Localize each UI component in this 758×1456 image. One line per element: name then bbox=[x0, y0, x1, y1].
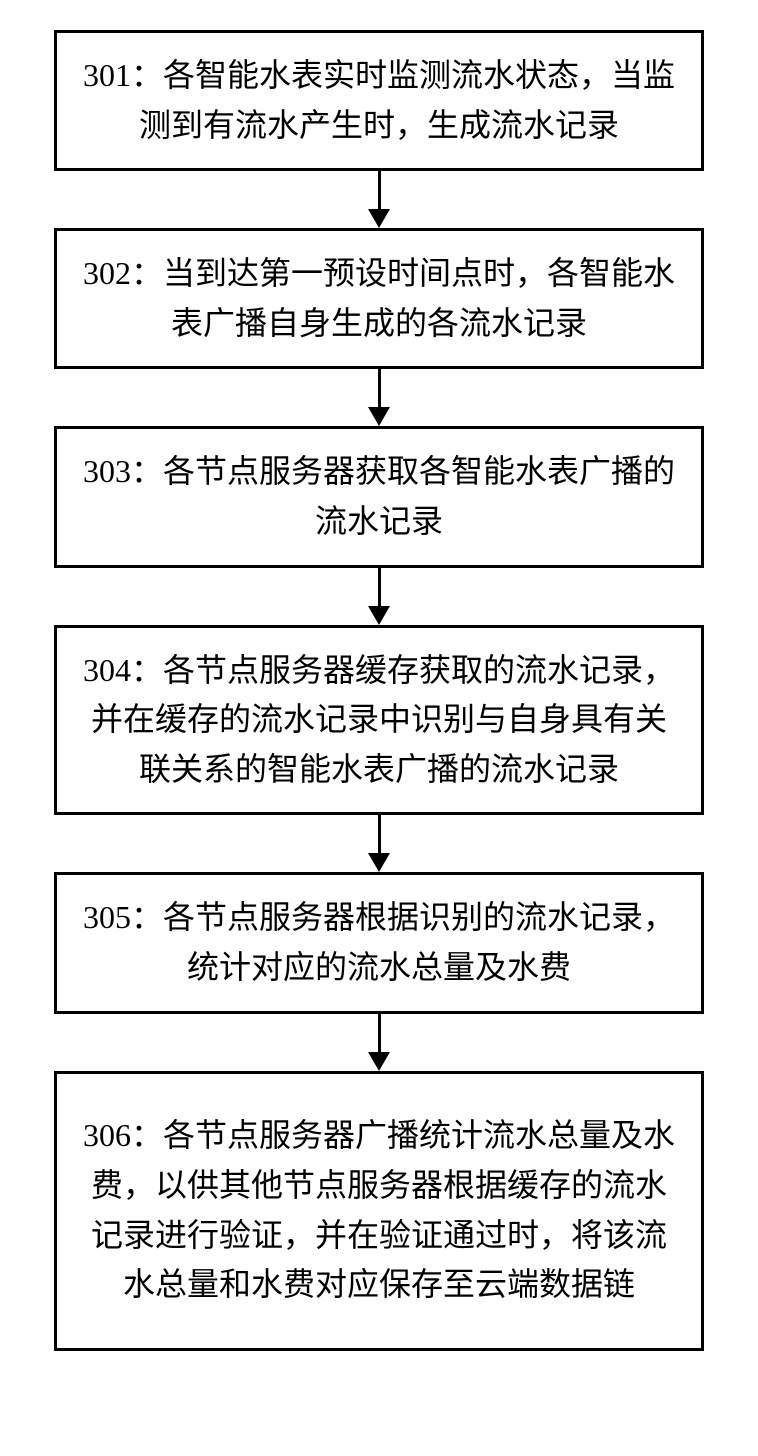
arrow-head-icon bbox=[368, 1052, 390, 1071]
arrow-icon bbox=[368, 369, 390, 426]
flow-node-302: 302：当到达第一预设时间点时，各智能水表广播自身生成的各流水记录 bbox=[54, 228, 704, 369]
flow-node-label: 305：各节点服务器根据识别的流水记录，统计对应的流水总量及水费 bbox=[81, 893, 677, 992]
arrow-shaft bbox=[378, 568, 381, 607]
flow-node-306: 306：各节点服务器广播统计流水总量及水费，以供其他节点服务器根据缓存的流水记录… bbox=[54, 1071, 704, 1351]
flow-node-305: 305：各节点服务器根据识别的流水记录，统计对应的流水总量及水费 bbox=[54, 872, 704, 1013]
flowchart-canvas: 301：各智能水表实时监测流水状态，当监测到有流水产生时，生成流水记录 302：… bbox=[0, 0, 758, 1381]
flow-node-label: 303：各节点服务器获取各智能水表广播的流水记录 bbox=[81, 447, 677, 546]
flow-node-303: 303：各节点服务器获取各智能水表广播的流水记录 bbox=[54, 426, 704, 567]
arrow-icon bbox=[368, 815, 390, 872]
arrow-icon bbox=[368, 1014, 390, 1071]
arrow-icon bbox=[368, 568, 390, 625]
arrow-head-icon bbox=[368, 407, 390, 426]
arrow-icon bbox=[368, 171, 390, 228]
arrow-shaft bbox=[378, 1014, 381, 1053]
arrow-head-icon bbox=[368, 209, 390, 228]
arrow-head-icon bbox=[368, 606, 390, 625]
arrow-shaft bbox=[378, 369, 381, 408]
flow-node-label: 301：各智能水表实时监测流水状态，当监测到有流水产生时，生成流水记录 bbox=[81, 51, 677, 150]
arrow-head-icon bbox=[368, 853, 390, 872]
arrow-shaft bbox=[378, 171, 381, 210]
flow-node-label: 304：各节点服务器缓存获取的流水记录，并在缓存的流水记录中识别与自身具有关联关… bbox=[81, 646, 677, 795]
flow-node-label: 306：各节点服务器广播统计流水总量及水费，以供其他节点服务器根据缓存的流水记录… bbox=[81, 1111, 677, 1309]
arrow-shaft bbox=[378, 815, 381, 854]
flow-node-label: 302：当到达第一预设时间点时，各智能水表广播自身生成的各流水记录 bbox=[81, 249, 677, 348]
flow-node-304: 304：各节点服务器缓存获取的流水记录，并在缓存的流水记录中识别与自身具有关联关… bbox=[54, 625, 704, 816]
flow-node-301: 301：各智能水表实时监测流水状态，当监测到有流水产生时，生成流水记录 bbox=[54, 30, 704, 171]
